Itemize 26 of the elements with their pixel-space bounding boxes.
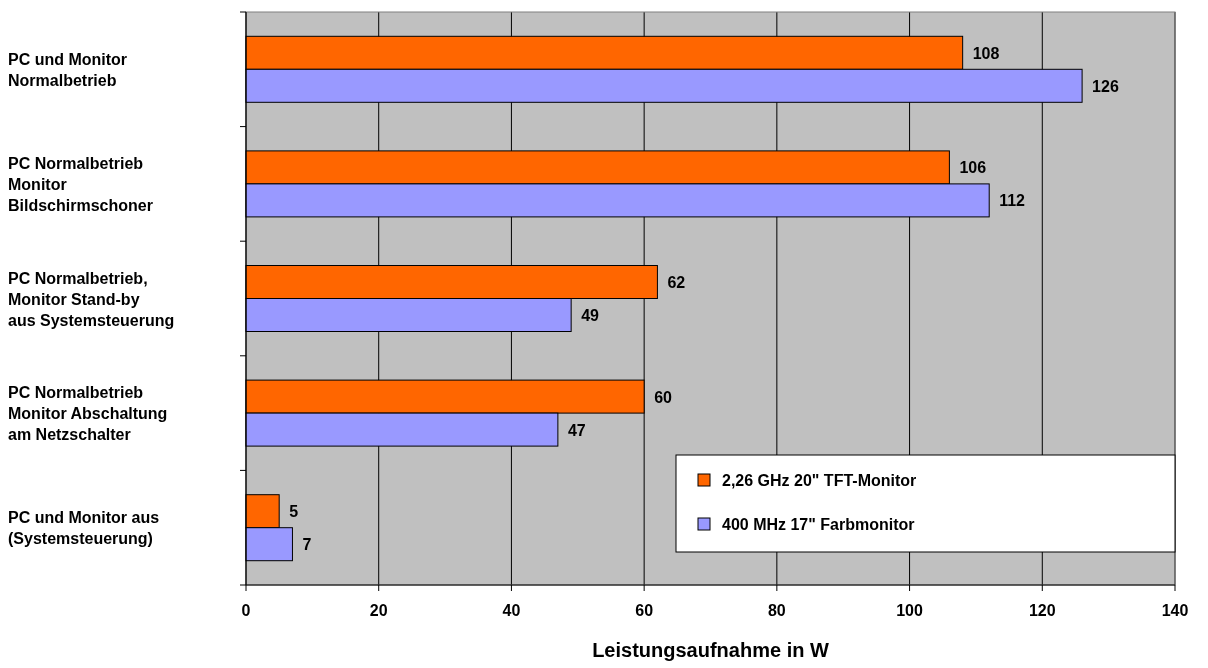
data-label: 5 bbox=[289, 503, 299, 521]
x-axis-title: Leistungsaufnahme in W bbox=[592, 639, 829, 661]
data-label: 106 bbox=[959, 159, 987, 177]
data-label: 112 bbox=[999, 192, 1026, 210]
y-tick-label: PC und Monitor aus (Systemsteuerung) bbox=[8, 509, 160, 548]
x-tick-label: 120 bbox=[1028, 602, 1056, 619]
x-tick-label: 100 bbox=[896, 602, 924, 619]
data-label: 7 bbox=[302, 536, 312, 554]
data-label: 47 bbox=[567, 421, 586, 439]
y-tick-label: PC und Monitor Normalbetrieb bbox=[8, 50, 128, 89]
y-tick-label: PC Normalbetrieb Monitor Abschaltung am Netzschalter bbox=[8, 384, 168, 444]
data-label: 126 bbox=[1092, 77, 1119, 95]
data-label: 49 bbox=[581, 307, 600, 324]
x-tick-label: 80 bbox=[767, 602, 786, 619]
legend-label: 400 MHz 17" Farbmonitor bbox=[722, 516, 915, 533]
data-label: 108 bbox=[972, 44, 1000, 62]
y-tick-label: PC Normalbetrieb Monitor Bildschirmschoner bbox=[8, 154, 153, 214]
x-tick-label: 20 bbox=[369, 602, 388, 619]
x-tick-label: 60 bbox=[635, 602, 654, 619]
x-tick-label: 140 bbox=[1161, 602, 1189, 619]
legend-label: 2,26 GHz 20" TFT-Monitor bbox=[722, 472, 917, 489]
data-label: 62 bbox=[667, 274, 686, 291]
data-label: 60 bbox=[654, 388, 673, 406]
y-tick-label: PC Normalbetrieb, Monitor Stand-by aus Systemsteuerung bbox=[8, 269, 175, 329]
x-tick-label: 0 bbox=[241, 602, 251, 619]
x-tick-label: 40 bbox=[502, 602, 521, 619]
